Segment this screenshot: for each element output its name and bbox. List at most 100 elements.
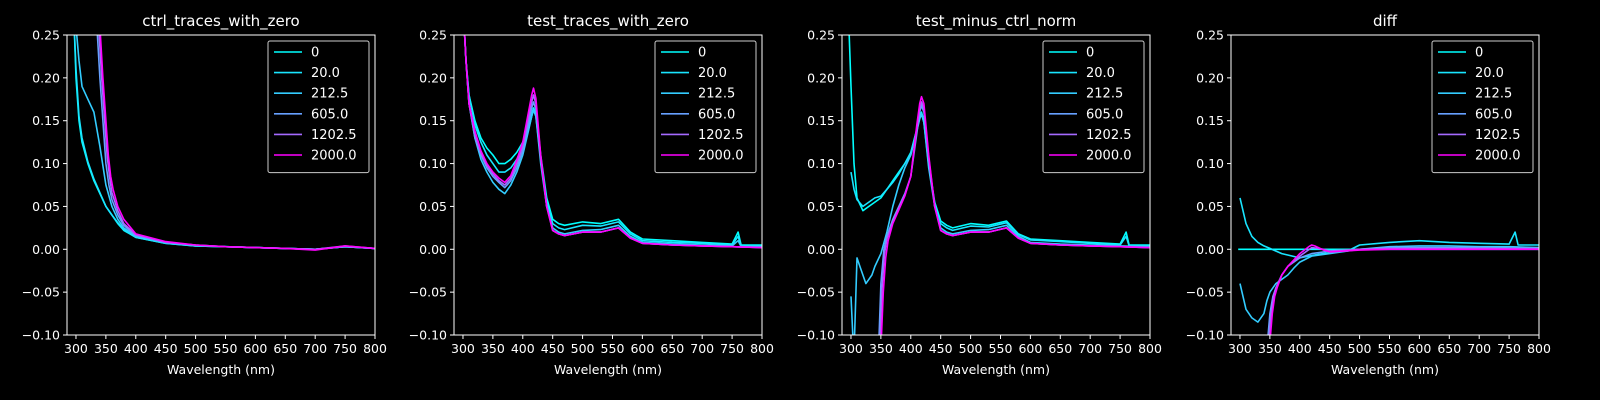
series-line-2000.0	[99, 35, 375, 251]
chart-3: test_minus_ctrl_norm 300 350 400 450 500 550 60…	[797, 12, 1162, 377]
y-tick-label: 0.25	[32, 28, 60, 43]
y-tick-label: 0.05	[32, 199, 60, 214]
y-tick-label: −0.05	[1186, 285, 1224, 300]
x-tick-label: 500	[571, 341, 595, 356]
legend-label: 20.0	[1086, 66, 1115, 81]
plot-area	[73, 35, 375, 251]
y-tick-label: −0.10	[409, 328, 447, 343]
x-tick-label: 800	[750, 341, 774, 356]
y-tick-label: 0.00	[1196, 242, 1224, 257]
legend-box	[1431, 40, 1534, 174]
x-tick-label: 350	[94, 341, 118, 356]
y-tick-label: 0.25	[807, 28, 835, 43]
legend-label: 212.5	[311, 87, 348, 102]
y-tick-label: 0.20	[419, 70, 447, 85]
x-tick-label: 400	[124, 341, 148, 356]
x-tick-label: 400	[511, 341, 535, 356]
series-line-212.5	[1239, 245, 1539, 323]
x-axis-label: Wavelength (nm)	[554, 362, 662, 377]
axes-frame	[66, 34, 376, 336]
legend-label: 20.0	[698, 66, 727, 81]
x-tick-label: 550	[989, 341, 1013, 356]
chart-2: test_traces_with_zero 300 350 400 450 500 550 6…	[409, 12, 774, 377]
y-tick-label: 0.10	[32, 156, 60, 171]
chart-title: diff	[1373, 12, 1398, 30]
y-tick-label: −0.05	[409, 285, 447, 300]
x-tick-label: 500	[959, 341, 983, 356]
y-tick-label: 0.10	[419, 156, 447, 171]
axes-frame	[1230, 34, 1540, 336]
legend-label: 1202.5	[1475, 128, 1521, 143]
y-tick-label: 0.05	[419, 199, 447, 214]
chart-1: ctrl_traces_with_zero 300 350 400 450 500 550 6…	[22, 12, 387, 377]
x-tick-label: 450	[154, 341, 178, 356]
chart-title: test_traces_with_zero	[527, 12, 689, 31]
legend-label: 0	[1086, 46, 1094, 61]
y-tick-label: 0.15	[1196, 113, 1224, 128]
y-tick-label: 0.05	[1196, 199, 1224, 214]
legend: 0 20.0 212.5 605.0 1202.5 2000.0	[267, 40, 370, 174]
x-tick-label: 700	[303, 341, 327, 356]
y-tick-label: −0.10	[22, 328, 60, 343]
chart-4: diff 300 350 400 450 500 550 600 650 700 750 800 −0.…	[1186, 12, 1551, 377]
x-tick-label: 750	[1108, 341, 1132, 356]
x-tick-label: 300	[839, 341, 863, 356]
x-tick-label: 650	[1437, 341, 1461, 356]
x-tick-label: 550	[214, 341, 238, 356]
y-tick-label: 0.15	[419, 113, 447, 128]
x-tick-label: 800	[363, 341, 387, 356]
axes-frame	[841, 34, 1151, 336]
x-tick-label: 550	[1378, 341, 1402, 356]
x-tick-label: 750	[1497, 341, 1521, 356]
x-tick-label: 700	[1467, 341, 1491, 356]
x-axis-label: Wavelength (nm)	[167, 362, 275, 377]
x-axis-label: Wavelength (nm)	[1331, 362, 1439, 377]
y-tick-label: 0.25	[419, 28, 447, 43]
series-line-20.0	[1239, 197, 1539, 259]
y-tick-label: −0.05	[797, 285, 835, 300]
x-tick-label: 350	[869, 341, 893, 356]
x-tick-label: 700	[1078, 341, 1102, 356]
legend-label: 0	[1475, 46, 1483, 61]
x-tick-label: 450	[1318, 341, 1342, 356]
legend: 0 20.0 212.5 605.0 1202.5 2000.0	[1042, 40, 1145, 174]
x-tick-label: 750	[720, 341, 744, 356]
x-axis-label: Wavelength (nm)	[942, 362, 1050, 377]
legend-label: 2000.0	[311, 149, 357, 164]
legend-label: 2000.0	[698, 149, 744, 164]
plot-area	[1238, 197, 1539, 335]
y-tick-label: 0.20	[807, 70, 835, 85]
x-tick-label: 650	[660, 341, 684, 356]
legend-label: 212.5	[1086, 87, 1123, 102]
chart-title: ctrl_traces_with_zero	[142, 12, 299, 31]
x-tick-label: 550	[601, 341, 625, 356]
series-line-2000.0	[880, 95, 1150, 335]
y-tick-label: 0.15	[807, 113, 835, 128]
x-tick-label: 450	[541, 341, 565, 356]
x-tick-label: 800	[1527, 341, 1551, 356]
y-tick-label: 0.15	[32, 113, 60, 128]
y-tick-label: 0.05	[807, 199, 835, 214]
legend-label: 212.5	[698, 87, 735, 102]
y-tick-label: 0.20	[1196, 70, 1224, 85]
chart-title: test_minus_ctrl_norm	[916, 12, 1077, 31]
y-tick-label: 0.25	[1196, 28, 1224, 43]
x-tick-label: 500	[1348, 341, 1372, 356]
x-tick-label: 300	[64, 341, 88, 356]
legend-box	[1042, 40, 1145, 174]
legend: 0 20.0 212.5 605.0 1202.5 2000.0	[1431, 40, 1534, 174]
legend-box	[267, 40, 370, 174]
x-tick-label: 600	[1018, 341, 1042, 356]
x-tick-label: 700	[690, 341, 714, 356]
x-tick-label: 400	[1288, 341, 1312, 356]
y-tick-label: 0.10	[807, 156, 835, 171]
series-line-605.0	[1267, 246, 1539, 335]
x-tick-label: 600	[630, 341, 654, 356]
x-tick-label: 500	[184, 341, 208, 356]
legend-label: 20.0	[1475, 66, 1504, 81]
legend-label: 212.5	[1475, 87, 1512, 102]
legend-label: 1202.5	[1086, 128, 1132, 143]
y-tick-label: 0.00	[32, 242, 60, 257]
legend-label: 2000.0	[1086, 149, 1132, 164]
